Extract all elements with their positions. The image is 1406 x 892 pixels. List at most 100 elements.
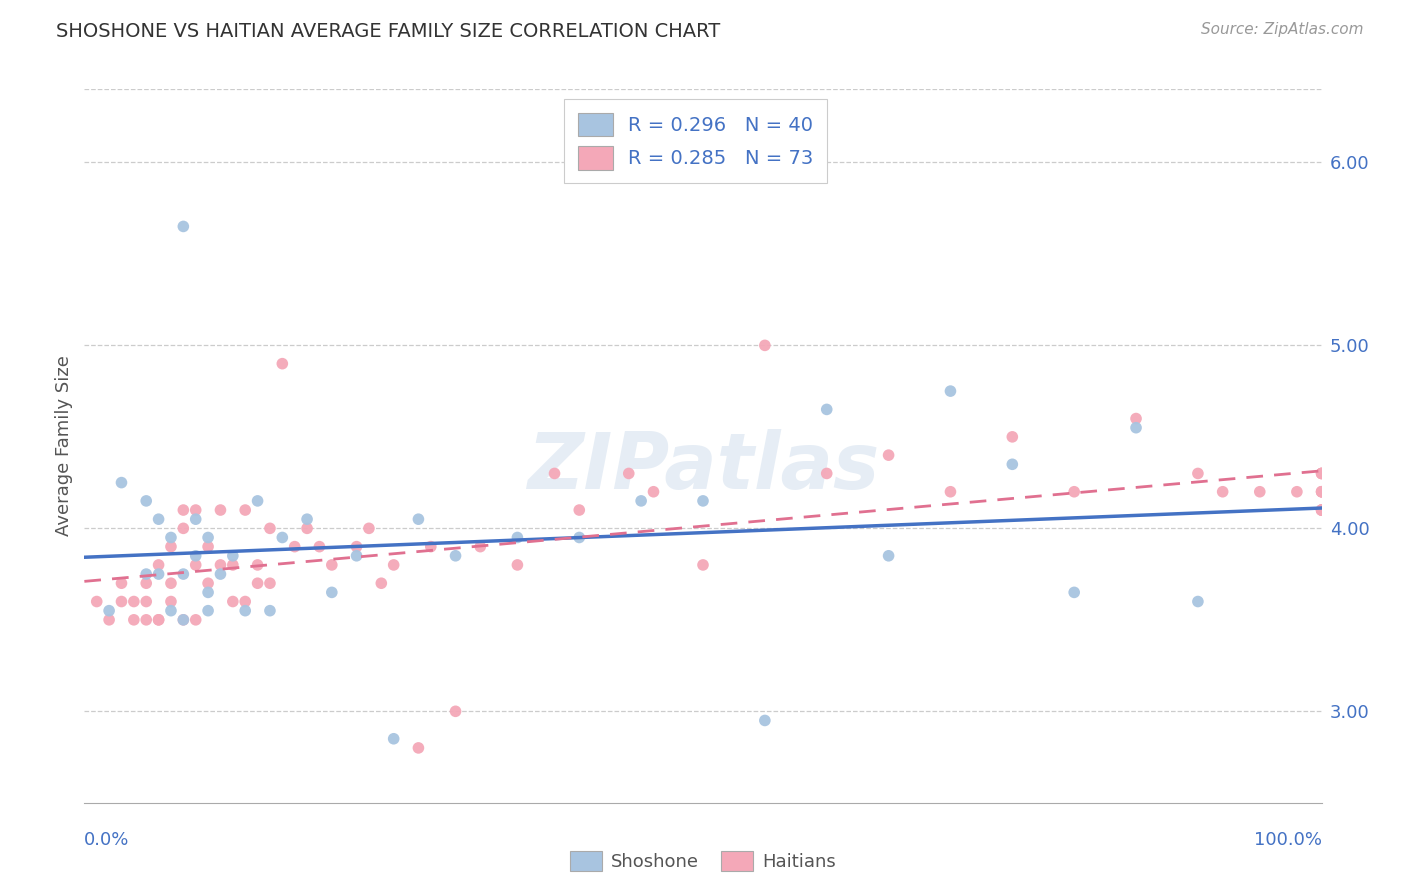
Point: [271, 357, 294, 371]
Point: [246, 494, 269, 508]
Point: [197, 540, 219, 554]
Point: [110, 576, 132, 591]
Point: [630, 494, 652, 508]
Legend: R = 0.296   N = 40, R = 0.285   N = 73: R = 0.296 N = 40, R = 0.285 N = 73: [564, 99, 827, 184]
Point: [568, 503, 591, 517]
Point: [877, 549, 900, 563]
Point: [184, 549, 207, 563]
Point: [233, 604, 256, 618]
Point: [122, 613, 145, 627]
Point: [160, 576, 183, 591]
Point: [754, 338, 776, 352]
Point: [172, 521, 194, 535]
Point: [197, 585, 219, 599]
Point: [98, 613, 121, 627]
Point: [939, 484, 962, 499]
Point: [110, 475, 132, 490]
Point: [346, 549, 368, 563]
Point: [1212, 484, 1234, 499]
Point: [148, 567, 170, 582]
Point: [419, 540, 441, 554]
Point: [135, 594, 157, 608]
Point: [197, 576, 219, 591]
Point: [939, 384, 962, 398]
Point: [110, 594, 132, 608]
Point: [160, 540, 183, 554]
Point: [184, 558, 207, 572]
Point: [172, 219, 194, 234]
Point: [1310, 467, 1333, 481]
Point: [382, 558, 405, 572]
Text: 0.0%: 0.0%: [84, 831, 129, 849]
Point: [184, 503, 207, 517]
Point: [346, 540, 368, 554]
Y-axis label: Average Family Size: Average Family Size: [55, 356, 73, 536]
Point: [259, 576, 281, 591]
Point: [321, 558, 343, 572]
Point: [172, 613, 194, 627]
Point: [754, 714, 776, 728]
Point: [98, 604, 121, 618]
Point: [408, 512, 430, 526]
Point: [1310, 467, 1333, 481]
Point: [135, 494, 157, 508]
Point: [259, 604, 281, 618]
Point: [506, 558, 529, 572]
Point: [692, 558, 714, 572]
Point: [382, 731, 405, 746]
Point: [148, 613, 170, 627]
Point: [135, 576, 157, 591]
Point: [271, 531, 294, 545]
Point: [172, 503, 194, 517]
Point: [1063, 585, 1085, 599]
Point: [209, 558, 232, 572]
Point: [1063, 484, 1085, 499]
Point: [506, 531, 529, 545]
Point: [370, 576, 392, 591]
Point: [1310, 503, 1333, 517]
Point: [259, 521, 281, 535]
Point: [1249, 484, 1271, 499]
Point: [122, 594, 145, 608]
Point: [815, 467, 838, 481]
Point: [1310, 503, 1333, 517]
Point: [135, 613, 157, 627]
Point: [692, 494, 714, 508]
Point: [233, 594, 256, 608]
Point: [197, 604, 219, 618]
Point: [1001, 430, 1024, 444]
Point: [172, 613, 194, 627]
Point: [357, 521, 380, 535]
Point: [308, 540, 330, 554]
Point: [222, 549, 245, 563]
Point: [543, 467, 565, 481]
Point: [222, 558, 245, 572]
Point: [1001, 458, 1024, 472]
Point: [160, 594, 183, 608]
Point: [1285, 484, 1308, 499]
Point: [815, 402, 838, 417]
Point: [877, 448, 900, 462]
Point: [1125, 411, 1147, 425]
Point: [135, 567, 157, 582]
Point: [1187, 594, 1209, 608]
Point: [1125, 420, 1147, 434]
Point: [246, 558, 269, 572]
Point: [321, 585, 343, 599]
Point: [1310, 484, 1333, 499]
Text: 100.0%: 100.0%: [1254, 831, 1322, 849]
Point: [160, 604, 183, 618]
Point: [568, 531, 591, 545]
Point: [1310, 484, 1333, 499]
Point: [209, 503, 232, 517]
Point: [222, 594, 245, 608]
Point: [86, 594, 108, 608]
Text: Source: ZipAtlas.com: Source: ZipAtlas.com: [1201, 22, 1364, 37]
Text: SHOSHONE VS HAITIAN AVERAGE FAMILY SIZE CORRELATION CHART: SHOSHONE VS HAITIAN AVERAGE FAMILY SIZE …: [56, 22, 720, 41]
Point: [148, 613, 170, 627]
Point: [184, 512, 207, 526]
Point: [184, 613, 207, 627]
Point: [148, 558, 170, 572]
Point: [209, 567, 232, 582]
Point: [444, 704, 467, 718]
